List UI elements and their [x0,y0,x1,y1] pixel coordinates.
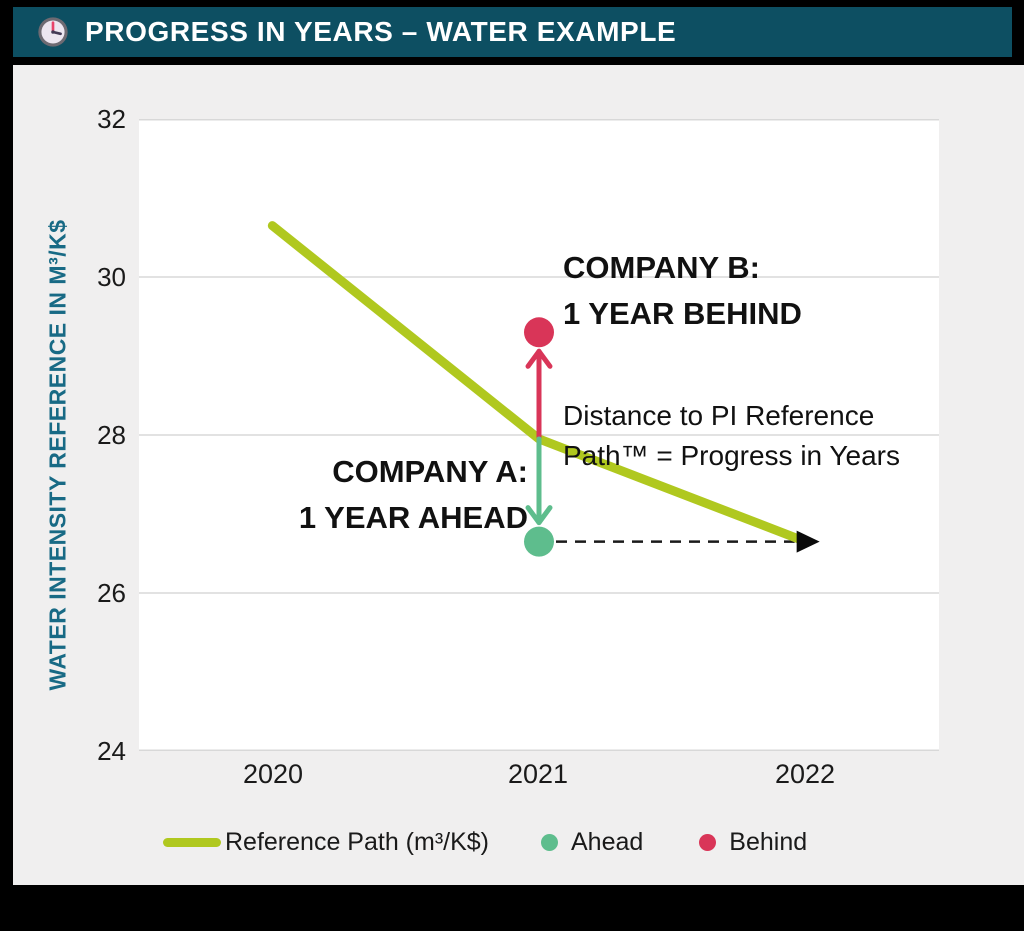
y-tick-30: 30 [97,262,126,292]
y-tick-28: 28 [97,420,126,450]
legend-label-behind: Behind [729,827,808,856]
legend-label-ahead: Ahead [571,827,644,856]
behind-distance-arrow-head-icon [525,348,553,369]
ahead-distance-arrow-head-icon [525,505,553,526]
chart-panel: WATER INTENSITY REFERENCE IN M³/K$ 32 30… [13,65,1024,885]
header-bar: PROGRESS IN YEARS – WATER EXAMPLE [13,7,1012,57]
company-b-point [524,317,554,348]
clock-icon [37,16,69,48]
y-tick-24: 24 [97,736,126,766]
annotation-company-a: COMPANY A: 1 YEAR AHEAD [298,454,528,535]
x-tick-2020: 2020 [242,759,304,789]
y-tick-32: 32 [97,104,126,134]
annotation-company-b: COMPANY B: 1 YEAR BEHIND [563,250,802,331]
y-tick-26: 26 [97,578,126,608]
company-a-point [524,526,554,557]
plot-area [139,119,939,751]
chart-svg [139,119,939,751]
x-tick-2021: 2021 [507,759,569,789]
dashed-arrow-head-icon [796,530,820,553]
page-title: PROGRESS IN YEARS – WATER EXAMPLE [85,16,677,47]
behind-dot-icon [699,833,717,851]
annotation-distance: Distance to PI Reference Path™ = Progres… [563,400,900,471]
legend-label-reference: Reference Path (m³/K$) [225,827,489,856]
ahead-dot-icon [541,833,558,851]
x-tick-2022: 2022 [774,759,836,789]
reference-path-line-swatch [163,837,221,847]
chart-legend: Reference Path (m³/K$) Ahead Behind [163,823,807,861]
